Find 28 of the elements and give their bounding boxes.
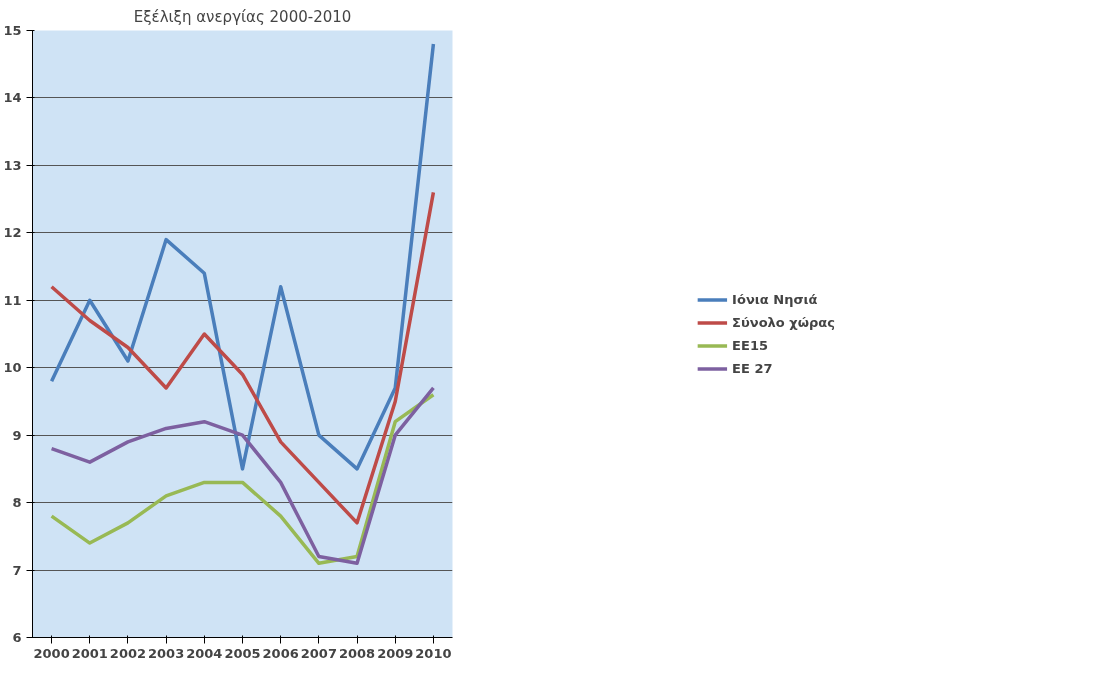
y-tick-label: 14 <box>3 90 22 106</box>
y-tick-label: 12 <box>3 225 22 241</box>
line-series <box>49 42 436 471</box>
y-tick-label: 6 <box>12 630 22 645</box>
y-tick-label: 13 <box>3 157 22 173</box>
x-tick-label: 2006 <box>262 645 299 661</box>
x-tick-label: 2002 <box>109 645 147 661</box>
y-tick-label: 15 <box>3 23 22 38</box>
y-tick-label: 8 <box>12 495 22 511</box>
x-tick-label: 2007 <box>300 645 337 661</box>
chart-title: Εξέλιξη ανεργίας 2000-2010 <box>133 7 352 26</box>
x-tick-label: 2001 <box>71 645 108 661</box>
x-tick-label: 2009 <box>377 645 414 661</box>
legend-label: Ιόνια Νησιά <box>732 291 818 307</box>
x-tick-label: 2003 <box>148 645 185 661</box>
x-tick-label: 2005 <box>224 645 261 661</box>
legend-label: ΕΕ 27 <box>732 360 773 376</box>
y-tick-label: 10 <box>3 360 22 376</box>
legend-label: Σύνολο χώρας <box>732 314 835 330</box>
x-tick-label: 2004 <box>186 645 223 661</box>
y-tick-label: 7 <box>12 562 22 578</box>
line-series <box>49 190 436 525</box>
x-tick-label: 2010 <box>415 645 452 661</box>
x-tick-label: 2000 <box>33 645 70 661</box>
legend-label: ΕΕ15 <box>732 337 768 353</box>
y-tick-label: 9 <box>12 427 22 443</box>
y-tick-label: 11 <box>3 292 22 308</box>
x-tick-label: 2008 <box>338 645 376 661</box>
